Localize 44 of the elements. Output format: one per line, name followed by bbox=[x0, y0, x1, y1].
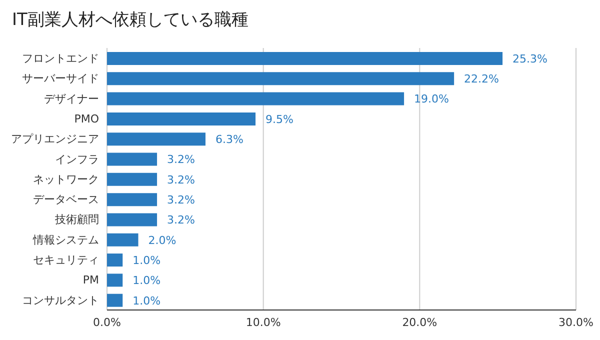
y-tick-label: インフラ bbox=[55, 152, 99, 166]
bar bbox=[107, 274, 123, 287]
y-tick-label: フロントエンド bbox=[22, 52, 99, 65]
data-label: 1.0% bbox=[132, 294, 161, 308]
y-tick-label: コンサルタント bbox=[22, 294, 99, 307]
y-tick-label: 技術顧問 bbox=[54, 213, 99, 226]
x-tick-label: 10.0% bbox=[246, 316, 281, 329]
chart-title: IT副業人材へ依頼している職種 bbox=[12, 9, 248, 31]
data-label: 3.2% bbox=[167, 173, 195, 186]
data-label: 6.3% bbox=[215, 133, 244, 146]
bar bbox=[107, 112, 256, 126]
data-label: 2.0% bbox=[148, 234, 176, 247]
y-tick-label: アプリエンジニア bbox=[11, 132, 99, 146]
bar bbox=[107, 213, 158, 226]
y-tick-label: サーバーサイド bbox=[22, 72, 99, 86]
data-label: 22.2% bbox=[464, 72, 500, 86]
bar bbox=[107, 92, 404, 106]
y-tick-label: PM bbox=[82, 274, 99, 287]
y-tick-label: PMO bbox=[74, 112, 100, 126]
x-tick-label: 20.0% bbox=[402, 316, 438, 329]
bar bbox=[107, 193, 158, 206]
bar bbox=[107, 233, 138, 246]
bar bbox=[107, 52, 503, 65]
y-tick-label: セキュリティ bbox=[33, 254, 99, 267]
data-label: 1.0% bbox=[132, 254, 161, 267]
y-tick-label: データベース bbox=[33, 193, 99, 206]
data-label: 3.2% bbox=[167, 214, 195, 227]
x-tick-label: 0.0% bbox=[93, 316, 121, 329]
bar bbox=[107, 132, 206, 146]
y-tick-label: デザイナー bbox=[44, 92, 99, 106]
data-label: 1.0% bbox=[132, 274, 161, 288]
data-label: 19.0% bbox=[414, 92, 449, 106]
y-tick-label: 情報システム bbox=[32, 233, 99, 246]
bar bbox=[107, 152, 158, 166]
x-tick-label: 30.0% bbox=[558, 316, 594, 329]
y-tick-label: ネットワーク bbox=[33, 172, 99, 186]
bar bbox=[107, 254, 123, 267]
data-label: 3.2% bbox=[167, 153, 195, 166]
bar bbox=[107, 172, 158, 186]
bar bbox=[107, 294, 123, 307]
data-label: 9.5% bbox=[266, 112, 294, 126]
data-label: 25.3% bbox=[512, 52, 548, 66]
bar bbox=[107, 72, 454, 86]
data-label: 3.2% bbox=[167, 193, 195, 206]
